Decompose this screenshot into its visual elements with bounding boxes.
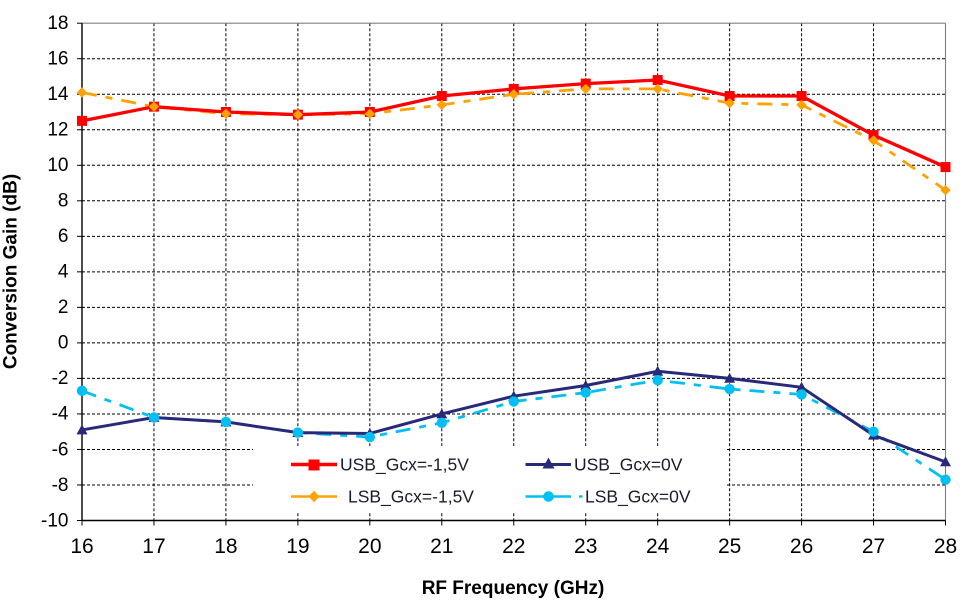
svg-text:24: 24	[646, 535, 670, 558]
svg-text:-8: -8	[52, 475, 69, 496]
svg-text:2: 2	[58, 297, 69, 318]
svg-text:6: 6	[58, 226, 69, 247]
svg-text:-6: -6	[52, 439, 69, 460]
svg-text:LSB_Gcx=0V: LSB_Gcx=0V	[585, 487, 691, 508]
svg-text:18: 18	[214, 535, 237, 558]
svg-text:12: 12	[47, 120, 68, 141]
svg-text:23: 23	[574, 535, 597, 558]
svg-text:10: 10	[47, 155, 68, 176]
svg-text:26: 26	[790, 535, 813, 558]
svg-text:19: 19	[286, 535, 309, 558]
svg-text:-10: -10	[41, 510, 68, 531]
svg-text:16: 16	[70, 535, 93, 558]
svg-text:LSB_Gcx=-1,5V: LSB_Gcx=-1,5V	[348, 487, 474, 508]
svg-text:4: 4	[58, 262, 69, 283]
svg-text:28: 28	[934, 535, 957, 558]
svg-text:25: 25	[718, 535, 741, 558]
svg-text:-4: -4	[52, 404, 69, 425]
svg-text:21: 21	[430, 535, 453, 558]
svg-text:16: 16	[47, 49, 68, 70]
svg-text:27: 27	[862, 535, 885, 558]
svg-text:22: 22	[502, 535, 525, 558]
svg-text:USB_Gcx=0V: USB_Gcx=0V	[574, 455, 683, 476]
svg-text:8: 8	[58, 191, 69, 212]
svg-text:18: 18	[47, 13, 68, 34]
svg-text:17: 17	[142, 535, 165, 558]
svg-text:14: 14	[47, 84, 69, 105]
svg-text:0: 0	[58, 333, 69, 354]
svg-text:RF Frequency (GHz): RF Frequency (GHz)	[422, 578, 605, 599]
svg-text:Conversion Gain (dB): Conversion Gain (dB)	[1, 174, 22, 369]
svg-text:-2: -2	[52, 368, 69, 389]
svg-text:USB_Gcx=-1,5V: USB_Gcx=-1,5V	[340, 455, 469, 476]
svg-text:20: 20	[358, 535, 381, 558]
